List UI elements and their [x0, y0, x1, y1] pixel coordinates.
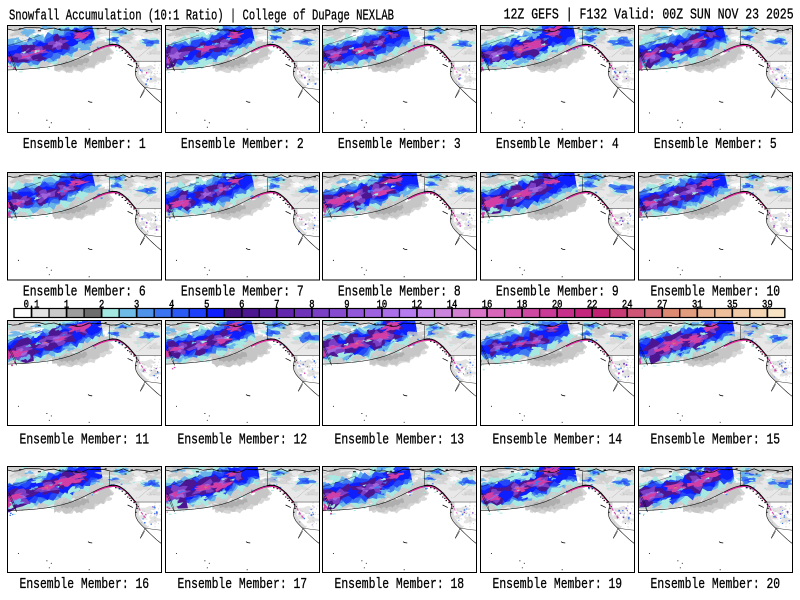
svg-text:0.1: 0.1 — [24, 300, 40, 312]
svg-text:Snowfall Accumulation (10:1 Ra: Snowfall Accumulation (10:1 Ratio) | Col… — [9, 7, 394, 24]
svg-text:18: 18 — [517, 300, 528, 312]
svg-text:35: 35 — [727, 300, 738, 312]
svg-text:Ensemble Member: 17: Ensemble Member: 17 — [178, 576, 308, 593]
svg-text:Ensemble Member: 7: Ensemble Member: 7 — [181, 283, 304, 300]
svg-text:8: 8 — [309, 300, 314, 312]
svg-text:4: 4 — [169, 300, 175, 312]
svg-text:6: 6 — [239, 300, 244, 312]
svg-text:22: 22 — [587, 300, 598, 312]
svg-text:31: 31 — [692, 300, 703, 312]
svg-text:Ensemble Member: 15: Ensemble Member: 15 — [651, 431, 781, 448]
svg-text:24: 24 — [622, 300, 633, 312]
svg-text:9: 9 — [344, 300, 349, 312]
svg-text:7: 7 — [274, 300, 279, 312]
svg-text:3: 3 — [134, 300, 139, 312]
svg-text:Ensemble Member: 9: Ensemble Member: 9 — [496, 283, 619, 300]
svg-text:Ensemble Member: 5: Ensemble Member: 5 — [654, 136, 777, 153]
svg-text:Ensemble Member: 19: Ensemble Member: 19 — [493, 576, 623, 593]
svg-text:Ensemble Member: 12: Ensemble Member: 12 — [178, 431, 308, 448]
svg-text:Ensemble Member: 16: Ensemble Member: 16 — [20, 576, 150, 593]
svg-text:Ensemble Member: 10: Ensemble Member: 10 — [651, 283, 781, 300]
svg-text:27: 27 — [657, 300, 668, 312]
svg-text:14: 14 — [447, 300, 458, 312]
svg-text:Ensemble Member: 1: Ensemble Member: 1 — [23, 136, 146, 153]
svg-text:1: 1 — [64, 300, 70, 312]
svg-text:12: 12 — [412, 300, 423, 312]
svg-text:39: 39 — [762, 300, 773, 312]
svg-text:10: 10 — [377, 300, 388, 312]
svg-text:Ensemble Member: 4: Ensemble Member: 4 — [496, 136, 619, 153]
svg-text:Ensemble Member: 6: Ensemble Member: 6 — [23, 283, 146, 300]
svg-text:Ensemble Member: 8: Ensemble Member: 8 — [338, 283, 461, 300]
svg-text:2: 2 — [99, 300, 104, 312]
svg-text:16: 16 — [482, 300, 493, 312]
svg-text:Ensemble Member: 11: Ensemble Member: 11 — [20, 431, 150, 448]
svg-text:Ensemble Member: 13: Ensemble Member: 13 — [335, 431, 465, 448]
svg-text:Ensemble Member: 14: Ensemble Member: 14 — [493, 431, 623, 448]
svg-text:12Z GEFS | F132 Valid: 00Z SUN: 12Z GEFS | F132 Valid: 00Z SUN NOV 23 20… — [504, 7, 794, 24]
svg-text:5: 5 — [204, 300, 209, 312]
svg-text:Ensemble Member: 3: Ensemble Member: 3 — [338, 136, 461, 153]
svg-text:20: 20 — [552, 300, 563, 312]
svg-text:Ensemble Member: 20: Ensemble Member: 20 — [651, 576, 781, 593]
svg-text:Ensemble Member: 2: Ensemble Member: 2 — [181, 136, 304, 153]
svg-text:Ensemble Member: 18: Ensemble Member: 18 — [335, 576, 465, 593]
